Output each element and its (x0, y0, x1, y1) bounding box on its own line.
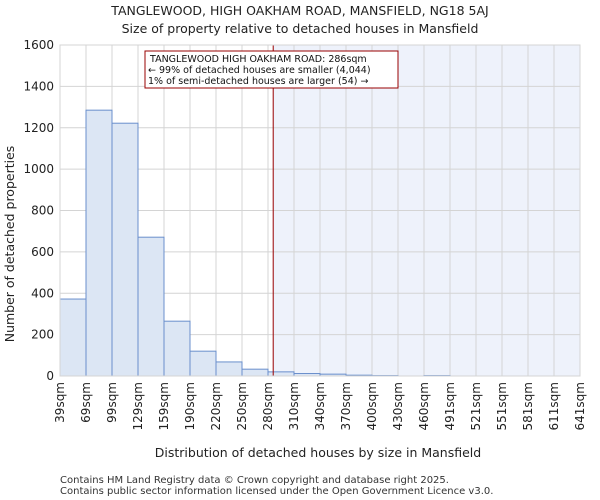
chart-subtitle: Size of property relative to detached ho… (122, 21, 479, 36)
footer-line-1: Contains HM Land Registry data © Crown c… (60, 475, 449, 486)
x-tick-label: 641sqm (573, 382, 587, 430)
x-tick-label: 129sqm (131, 382, 145, 430)
x-axis-ticks: 39sqm 69sqm 99sqm 129sqm 159sqm 190sqm 220sqm 2… (53, 382, 587, 430)
x-tick-label: 250sqm (235, 382, 249, 430)
x-tick-label: 611sqm (547, 382, 561, 430)
footer-line-2: Contains public sector information licen… (60, 486, 493, 497)
bar-280sqm (267, 371, 295, 377)
bar-129sqm (137, 236, 165, 377)
bar-220sqm (215, 361, 243, 377)
x-tick-label: 370sqm (339, 382, 353, 430)
bar-250sqm (241, 368, 269, 377)
bar-159sqm (163, 320, 191, 377)
plot-frame (59, 44, 581, 377)
x-tick-label: 340sqm (313, 382, 327, 430)
x-tick-label: 400sqm (365, 382, 379, 430)
x-axis-label: Distribution of detached houses by size … (155, 445, 481, 460)
x-tick-label: 521sqm (469, 382, 483, 430)
x-tick-label: 39sqm (53, 382, 67, 423)
annotation-border (144, 50, 399, 89)
x-tick-label: 159sqm (157, 382, 171, 430)
x-tick-label: 430sqm (391, 382, 405, 430)
bar-99sqm (111, 122, 139, 377)
y-tick-label: 1400 (23, 79, 54, 93)
x-tick-label: 69sqm (79, 382, 93, 423)
x-tick-label: 551sqm (495, 382, 509, 430)
y-axis-ticks: 0 200 400 600 800 1000 1200 1400 1600 (23, 38, 54, 383)
x-tick-label: 280sqm (261, 382, 275, 430)
y-tick-label: 0 (46, 369, 54, 383)
chart-title: TANGLEWOOD, HIGH OAKHAM ROAD, MANSFIELD,… (110, 3, 488, 18)
annotation-box: TANGLEWOOD HIGH OAKHAM ROAD: 286sqm ← 99… (144, 50, 399, 89)
x-tick-label: 491sqm (443, 382, 457, 430)
annotation-line-1: TANGLEWOOD HIGH OAKHAM ROAD: 286sqm (149, 54, 367, 65)
x-tick-label: 190sqm (183, 382, 197, 430)
y-tick-label: 1200 (23, 121, 54, 135)
y-axis-label: Number of detached properties (2, 146, 17, 343)
annotation-line-2: ← 99% of detached houses are smaller (4,… (148, 65, 371, 76)
y-tick-label: 600 (31, 245, 54, 259)
y-tick-label: 800 (31, 204, 54, 218)
x-tick-label: 460sqm (417, 382, 431, 430)
bar-69sqm (85, 109, 113, 377)
x-tick-label: 310sqm (287, 382, 301, 430)
y-tick-label: 200 (31, 328, 54, 342)
x-tick-label: 581sqm (521, 382, 535, 430)
x-tick-label: 220sqm (209, 382, 223, 430)
y-tick-label: 1000 (23, 162, 54, 176)
annotation-line-3: 1% of semi-detached houses are larger (5… (148, 76, 368, 87)
y-tick-label: 1600 (23, 38, 54, 52)
y-tick-label: 400 (31, 286, 54, 300)
bar-39sqm (59, 298, 87, 377)
bar-190sqm (189, 350, 217, 377)
x-tick-label: 99sqm (105, 382, 119, 423)
